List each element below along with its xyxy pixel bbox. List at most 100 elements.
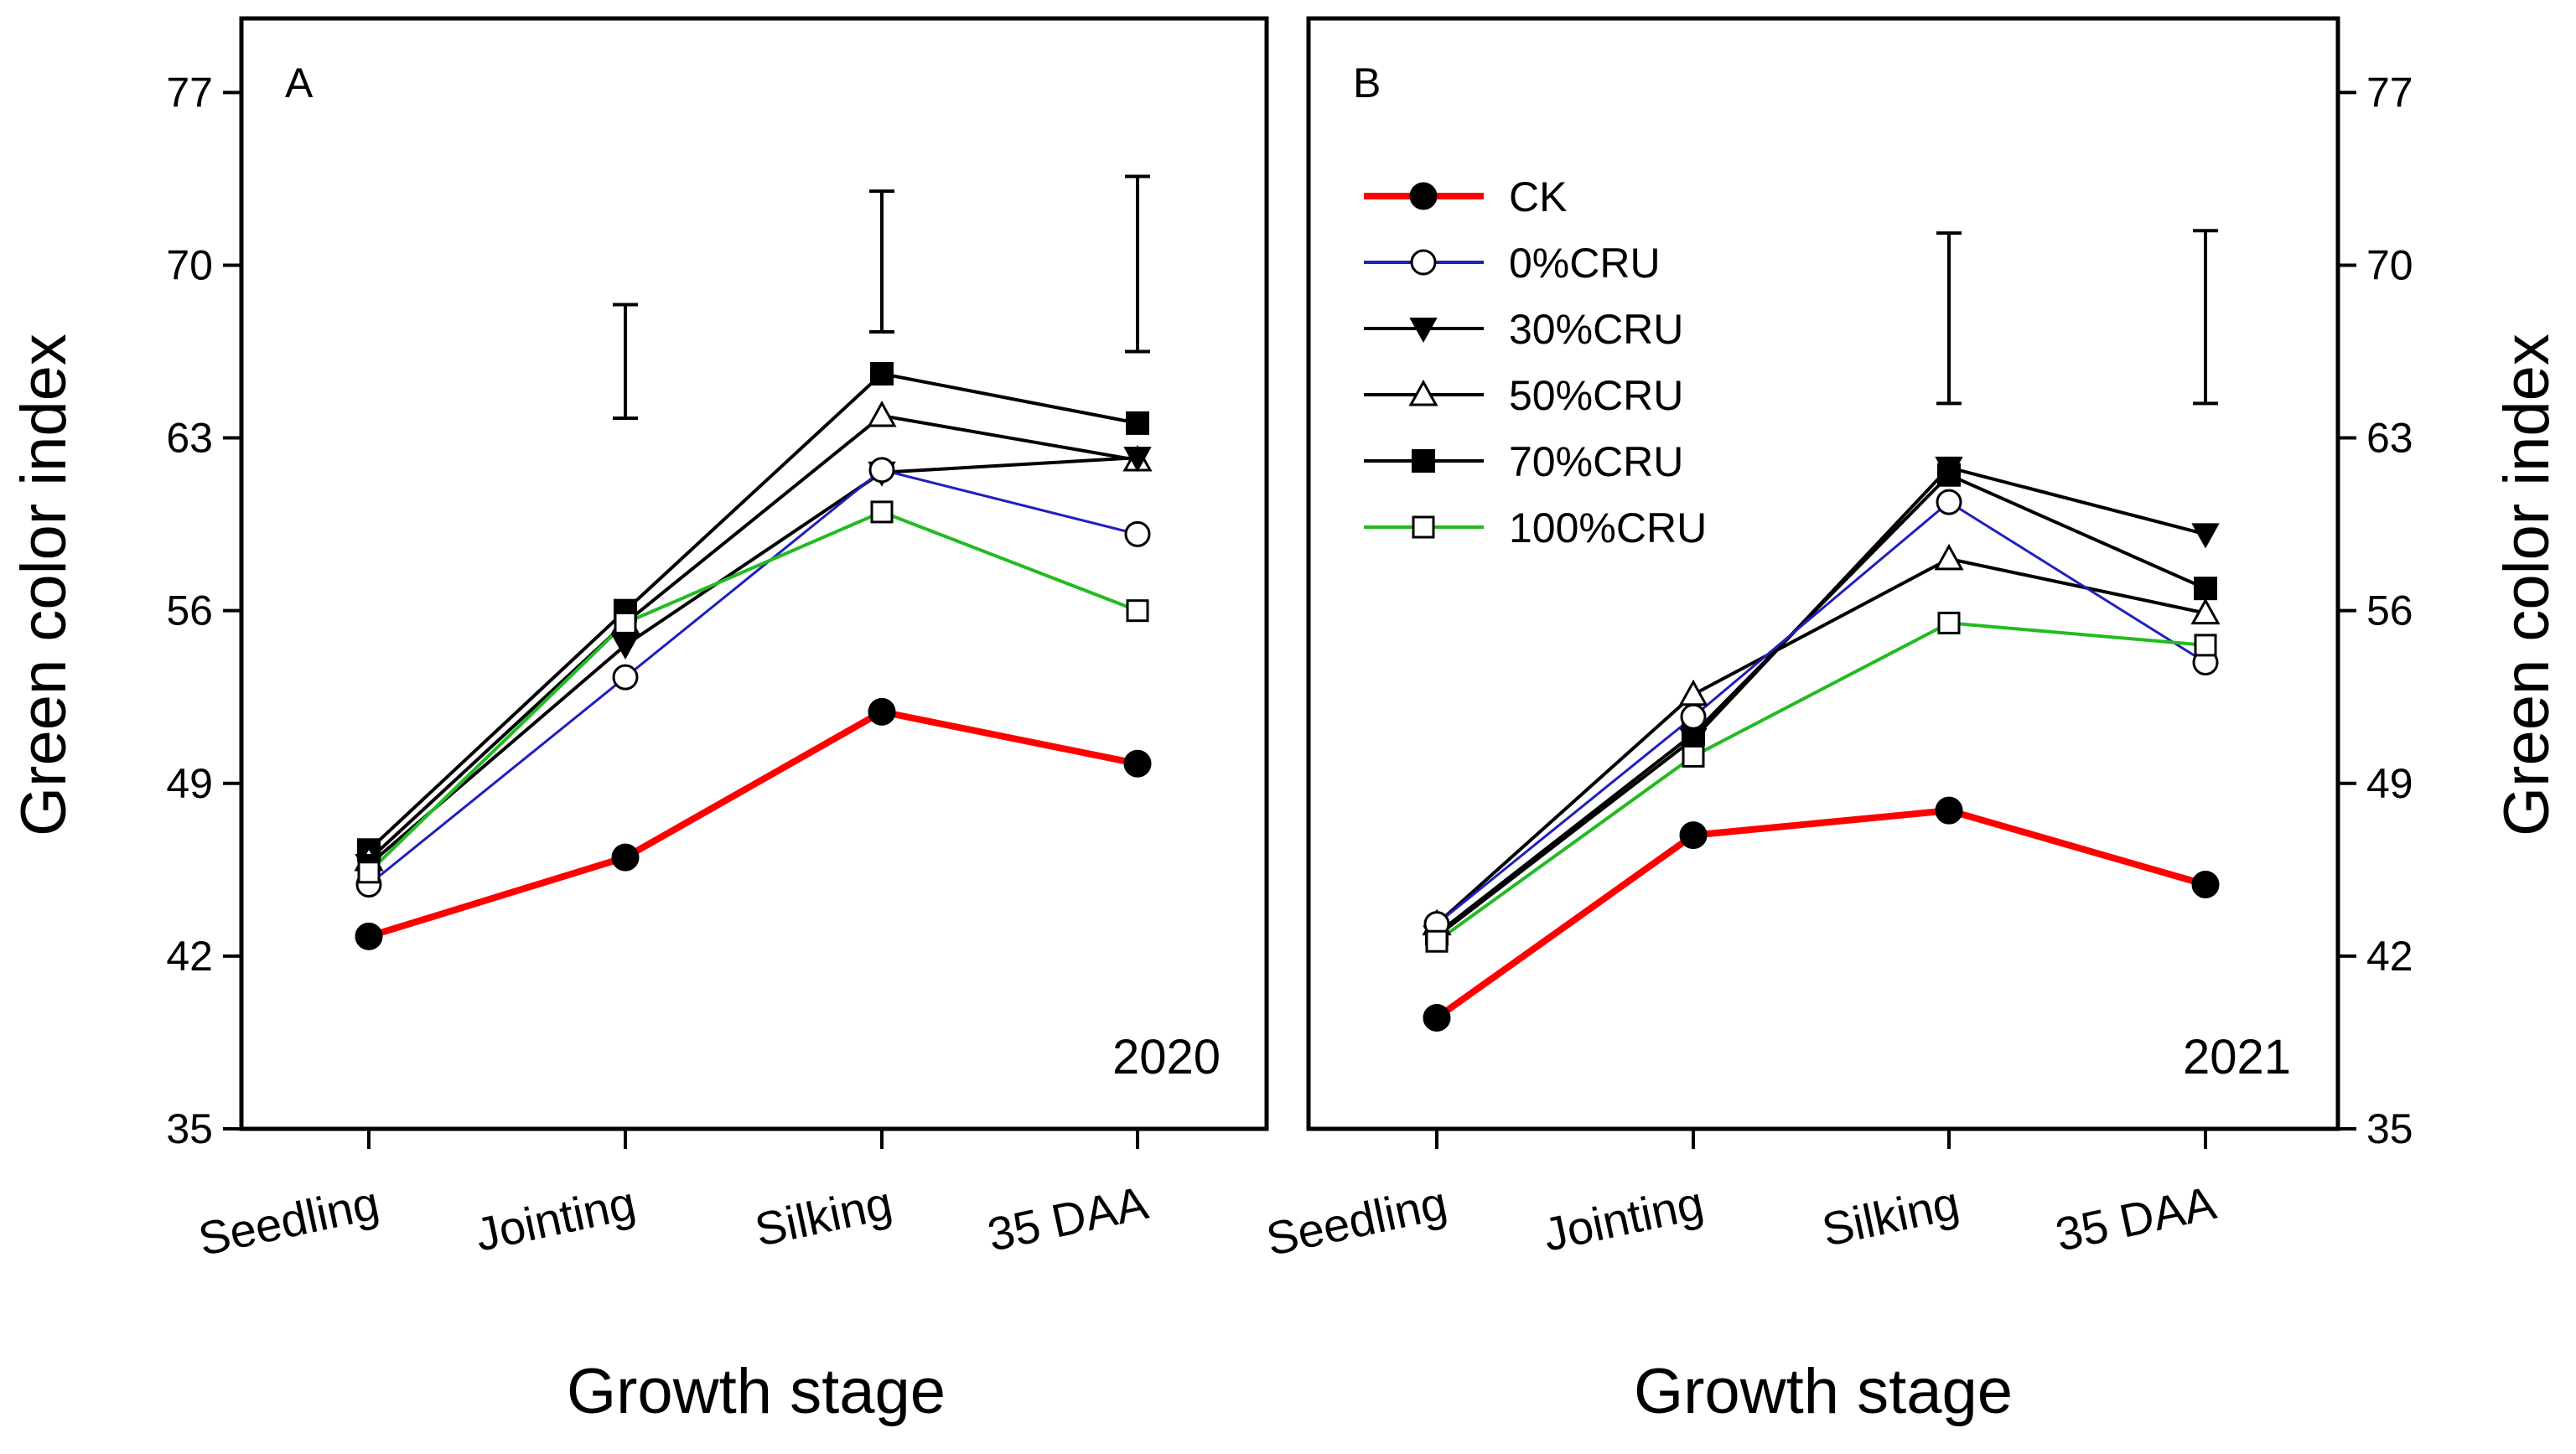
panel-a-error-bar [613,303,638,420]
panel-a-y-tick-label: 49 [166,760,213,807]
marker-b-CK [1679,821,1708,850]
marker-a-70%CRU [1126,411,1149,435]
series-line-a-CK [367,708,1138,940]
marker-legend-0%CRU [1410,249,1437,276]
panel-a-error-bar [869,189,894,334]
marker-a-30%CRU [611,634,640,660]
series-line-a-100%CRU [367,510,1138,874]
panel-a-year: 2020 [1112,1030,1221,1084]
marker-b-0%CRU [1936,489,1962,515]
marker-a-100%CRU [1126,599,1149,623]
panel-a-letter: A [285,60,314,106]
panel-b-frame [1306,16,2340,1131]
marker-b-CK [1423,1004,1451,1032]
series-line-a-70%CRU [367,372,1138,851]
legend-entry: 30%CRU [1364,306,1683,353]
marker-b-100%CRU [1682,744,1705,768]
legend-label: 100%CRU [1509,505,1707,551]
series-line-b-CK [1434,807,2207,1021]
panel-b-y-tick-label: 77 [2366,69,2413,116]
legend-entry: CK [1364,173,1567,220]
legend-label: 30%CRU [1509,306,1683,353]
panel-b-letter: B [1353,60,1381,106]
panel-a-frame [239,16,1269,1131]
series-line-a-50%CRU [367,414,1138,862]
legend-entry: 50%CRU [1364,372,1683,419]
panel-b-x-tick-label: Seedling [1262,1176,1451,1265]
panel-a-y-tick-label: 77 [166,69,213,116]
panel-a-x-axis-title: Growth stage [567,1356,946,1427]
marker-a-30%CRU [1123,447,1152,473]
marker-a-0%CRU [1124,520,1151,547]
marker-b-100%CRU [1425,929,1449,953]
marker-legend-30%CRU [1409,318,1438,344]
marker-b-100%CRU [2194,634,2217,657]
marker-b-70%CRU [2194,577,2217,601]
panel-a-y-tick-label: 35 [166,1105,213,1152]
panel-b-x-tick-label: 35 DAA [2051,1176,2221,1261]
legend: CK 0%CRU 30%CRU 50%CRU 70%CRU 100%CRU [1364,173,1707,551]
panel-b-error-bar [2193,229,2218,406]
marker-legend-70%CRU [1412,449,1435,473]
right-y-axis-title: Green color index [2491,334,2563,836]
marker-b-50%CRU [1678,679,1708,706]
panel-b-y-tick-label: 56 [2366,587,2413,634]
marker-a-CK [1123,749,1152,778]
series-line-b-50%CRU [1435,556,2206,926]
panel-a-x-tick-label: 35 DAA [983,1176,1153,1261]
marker-b-50%CRU [1934,543,1964,571]
legend-label: 0%CRU [1509,240,1661,287]
panel-b-y-tick-label: 63 [2366,415,2413,462]
panel-a-x-tick-label: Silking [750,1176,896,1256]
marker-b-30%CRU [2191,523,2220,549]
series-line-a-0%CRU [368,468,1138,886]
panel-b-y-tick-label: 42 [2366,933,2413,980]
series-line-b-30%CRU [1435,465,2206,938]
panel-b: 35 42 49 56 63 70 77 Seedling Jointing Silking 35 … [1262,16,2413,1265]
marker-legend-100%CRU [1412,515,1435,539]
marker-a-0%CRU [868,457,895,484]
legend-label: CK [1509,173,1567,220]
legend-entry: 100%CRU [1364,505,1707,551]
marker-b-0%CRU [1680,703,1707,730]
panel-a-x-tick-label: Jointing [471,1176,640,1261]
panel-b-y-tick-label: 70 [2366,241,2413,288]
panel-b-y-tick-label: 49 [2366,760,2413,807]
left-y-axis-title: Green color index [8,334,80,836]
legend-label: 70%CRU [1509,438,1683,485]
panel-a-error-bar [1125,174,1150,354]
marker-a-100%CRU [614,611,637,634]
marker-b-CK [2191,871,2220,898]
marker-a-CK [868,697,896,726]
panel-a-y-tick-label: 70 [166,241,213,288]
panel-a-y-tick-label: 42 [166,933,213,980]
series-line-b-0%CRU [1436,500,2206,925]
series-line-b-100%CRU [1435,621,2206,943]
marker-legend-50%CRU [1408,379,1438,406]
marker-legend-CK [1409,182,1438,210]
marker-a-CK [355,922,383,950]
panel-a-y-tick-label: 63 [166,415,213,462]
marker-a-50%CRU [867,400,897,427]
marker-a-100%CRU [357,861,381,884]
marker-b-30%CRU [1935,456,1963,482]
marker-a-CK [611,843,640,872]
series-line-a-30%CRU [367,456,1138,867]
panel-a-x-tick-label: Seedling [194,1176,383,1265]
legend-label: 50%CRU [1509,372,1683,419]
marker-a-100%CRU [870,500,894,524]
panel-b-year: 2021 [2183,1030,2291,1084]
panel-b-x-tick-label: Jointing [1539,1176,1708,1261]
panel-b-y-tick-label: 35 [2366,1105,2413,1152]
panel-a-y-tick-label: 56 [166,587,213,634]
marker-b-50%CRU [2190,598,2221,625]
marker-b-100%CRU [1937,611,1961,634]
panel-b-x-tick-label: Silking [1817,1176,1963,1256]
marker-a-70%CRU [870,362,894,385]
legend-entry: 0%CRU [1364,240,1661,287]
marker-b-CK [1935,796,1963,825]
legend-entry: 70%CRU [1364,438,1683,485]
panel-a: 35 42 49 56 63 70 77 Seedling Jointing Silking 35 … [166,16,1269,1265]
panel-b-x-axis-title: Growth stage [1634,1356,2013,1427]
